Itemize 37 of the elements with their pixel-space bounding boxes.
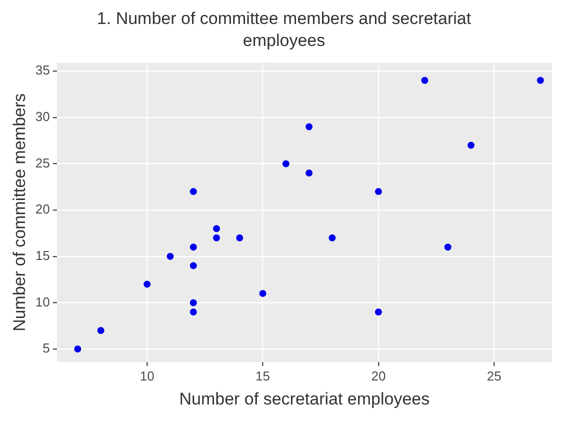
y-tick-label: 30 xyxy=(35,109,50,124)
y-tick-label: 25 xyxy=(35,155,50,170)
point xyxy=(259,290,266,297)
x-tick-label: 20 xyxy=(371,368,386,384)
y-axis-title: Number of committee members xyxy=(10,93,29,332)
point xyxy=(190,299,197,306)
point xyxy=(190,244,197,251)
point xyxy=(444,244,452,251)
point xyxy=(236,234,244,242)
point xyxy=(468,142,475,149)
y-tick-label: 35 xyxy=(35,62,50,78)
y-tick-label: 5 xyxy=(42,340,50,356)
point xyxy=(190,262,197,270)
y-tick-label: 20 xyxy=(35,202,50,217)
point xyxy=(144,280,151,288)
point xyxy=(190,308,197,316)
point xyxy=(74,346,82,353)
x-tick-label: 25 xyxy=(486,368,502,384)
point xyxy=(374,188,382,196)
point xyxy=(213,225,220,232)
point xyxy=(282,160,290,168)
point xyxy=(421,76,428,84)
x-tick-label: 15 xyxy=(256,368,270,384)
point xyxy=(306,123,313,130)
x-axis-title: Number of secretariat employees xyxy=(179,389,430,408)
point xyxy=(536,76,544,84)
point xyxy=(328,234,336,242)
point xyxy=(166,252,174,260)
point xyxy=(306,170,313,177)
point xyxy=(97,327,104,334)
chart-title: 1. Number of committee members and secretariat employees xyxy=(96,8,472,52)
x-tick-label: 10 xyxy=(140,368,154,384)
y-tick-label: 10 xyxy=(35,294,50,310)
y-tick-label: 15 xyxy=(35,248,50,263)
point xyxy=(213,234,220,242)
point xyxy=(190,188,197,196)
point xyxy=(374,308,382,316)
